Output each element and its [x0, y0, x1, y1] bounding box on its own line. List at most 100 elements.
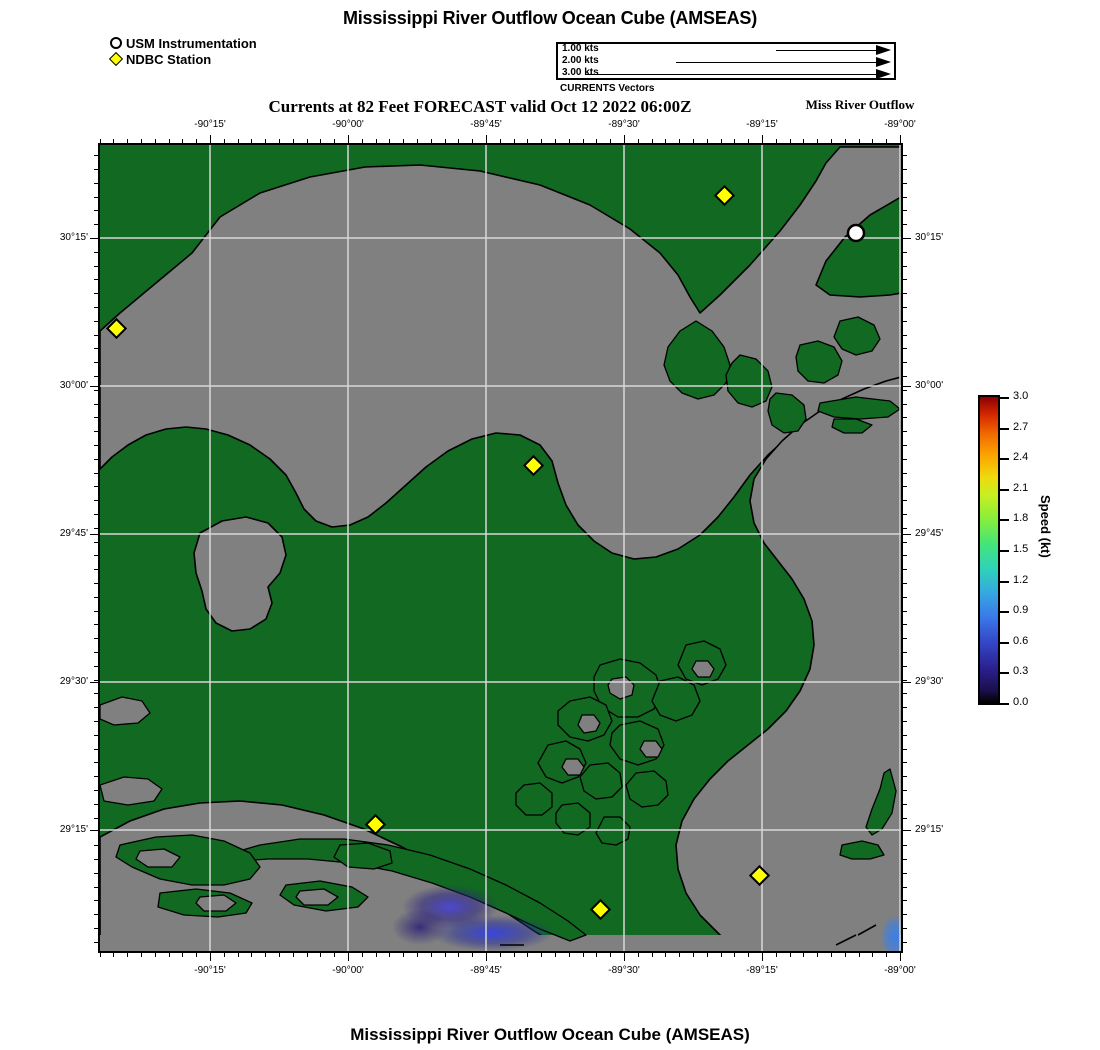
vector-legend-caption: CURRENTS Vectors [560, 83, 655, 94]
axis-minor-tick-x [182, 139, 183, 143]
axis-minor-tick-x [389, 139, 390, 143]
axis-minor-tick-x [127, 953, 128, 957]
axis-tick-x [624, 135, 625, 143]
colorbar: 3.0 2.7 2.4 2.1 1.8 1.5 1.2 0.9 0.6 0.3 0.0 Speed … [978, 390, 1098, 715]
axis-minor-tick-y [94, 293, 98, 294]
axis-label-y: 29°45' [59, 528, 88, 539]
axis-minor-tick-x [155, 953, 156, 957]
axis-minor-tick-y [94, 335, 98, 336]
legend-label-ndbc: NDBC Station [126, 52, 212, 67]
ndbc-station-marker[interactable] [748, 864, 771, 887]
colorbar-tick-label: 0.9 [1013, 604, 1029, 616]
axis-minor-tick-x [721, 139, 722, 143]
axis-minor-tick-y [903, 155, 907, 156]
axis-minor-tick-x [831, 139, 832, 143]
axis-minor-tick-y [903, 542, 907, 543]
axis-minor-tick-y [903, 804, 907, 805]
axis-minor-tick-y [94, 417, 98, 418]
axis-minor-tick-x [734, 139, 735, 143]
axis-label-y: 29°15' [59, 824, 88, 835]
colorbar-tick-label: 1.8 [1013, 512, 1029, 524]
axis-minor-tick-y [94, 818, 98, 819]
axis-minor-tick-x [403, 139, 404, 143]
axis-minor-tick-y [94, 845, 98, 846]
usm-instrumentation-marker[interactable] [846, 223, 866, 243]
ndbc-station-marker[interactable] [713, 184, 736, 207]
forecast-subtitle: Currents at 82 Feet FORECAST valid Oct 1… [268, 97, 692, 116]
axis-label-x: -89°45' [470, 965, 502, 976]
gulf-water-gray [675, 294, 901, 951]
axis-minor-tick-y [903, 569, 907, 570]
legend-label-usm: USM Instrumentation [126, 36, 257, 51]
axis-minor-tick-y [903, 652, 907, 653]
speed-patch [881, 915, 901, 951]
axis-minor-tick-x [251, 139, 252, 143]
axis-minor-tick-y [94, 155, 98, 156]
axis-minor-tick-y [94, 473, 98, 474]
axis-minor-tick-y [94, 210, 98, 211]
map-canvas[interactable] [98, 143, 903, 953]
ndbc-station-marker[interactable] [105, 317, 128, 340]
ndbc-station-marker[interactable] [364, 813, 387, 836]
axis-minor-tick-x [141, 139, 142, 143]
colorbar-title: Speed (kt) [1038, 495, 1053, 558]
axis-minor-tick-x [514, 139, 515, 143]
axis-minor-tick-x [652, 139, 653, 143]
axis-tick-x [762, 135, 763, 143]
axis-minor-tick-x [748, 953, 749, 957]
axis-minor-tick-y [94, 666, 98, 667]
colorbar-tick [1000, 489, 1009, 491]
axis-minor-tick-x [541, 953, 542, 957]
colorbar-tick-label: 1.5 [1013, 543, 1029, 555]
axis-minor-tick-y [94, 942, 98, 943]
axis-tick-y [90, 830, 98, 831]
axis-tick-y [903, 830, 911, 831]
axis-minor-tick-y [903, 845, 907, 846]
axis-minor-tick-y [903, 169, 907, 170]
axis-label-x: -90°15' [194, 965, 226, 976]
axis-tick-y [90, 534, 98, 535]
axis-minor-tick-x [803, 953, 804, 957]
colorbar-tick-label: 0.3 [1013, 665, 1029, 677]
axis-minor-tick-y [903, 514, 907, 515]
current-vectors [500, 924, 877, 946]
ndbc-station-marker[interactable] [522, 454, 545, 477]
axis-minor-tick-x [638, 139, 639, 143]
axis-minor-tick-x [817, 953, 818, 957]
axis-minor-tick-y [94, 583, 98, 584]
axis-minor-tick-y [94, 528, 98, 529]
axis-tick-y [90, 386, 98, 387]
axis-tick-x [900, 135, 901, 143]
axis-tick-y [903, 534, 911, 535]
axis-minor-tick-y [94, 348, 98, 349]
axis-minor-tick-y [903, 859, 907, 860]
axis-label-x: -89°15' [746, 119, 778, 130]
axis-tick-x [624, 953, 625, 961]
axis-minor-tick-x [776, 953, 777, 957]
axis-minor-tick-y [903, 307, 907, 308]
axis-minor-tick-y [903, 445, 907, 446]
axis-minor-tick-y [903, 321, 907, 322]
axis-minor-tick-x [776, 139, 777, 143]
axis-minor-tick-y [903, 376, 907, 377]
ndbc-station-marker[interactable] [589, 898, 612, 921]
vector-arrowhead-icon [876, 45, 891, 55]
colorbar-tick [1000, 519, 1009, 521]
colorbar-tick [1000, 550, 1009, 552]
axis-minor-tick-y [94, 169, 98, 170]
footer-title: Mississippi River Outflow Ocean Cube (AM… [350, 1025, 750, 1044]
axis-minor-tick-x [748, 139, 749, 143]
axis-minor-tick-y [903, 500, 907, 501]
diamond-marker-icon [108, 51, 126, 68]
axis-minor-tick-x [665, 139, 666, 143]
axis-minor-tick-y [94, 693, 98, 694]
axis-minor-tick-y [903, 362, 907, 363]
colorbar-tick [1000, 642, 1009, 644]
axis-minor-tick-x [445, 139, 446, 143]
axis-minor-tick-x [238, 139, 239, 143]
axis-minor-tick-x [224, 953, 225, 957]
axis-minor-tick-x [362, 953, 363, 957]
axis-minor-tick-y [94, 183, 98, 184]
axis-minor-tick-y [94, 804, 98, 805]
axis-minor-tick-x [500, 139, 501, 143]
